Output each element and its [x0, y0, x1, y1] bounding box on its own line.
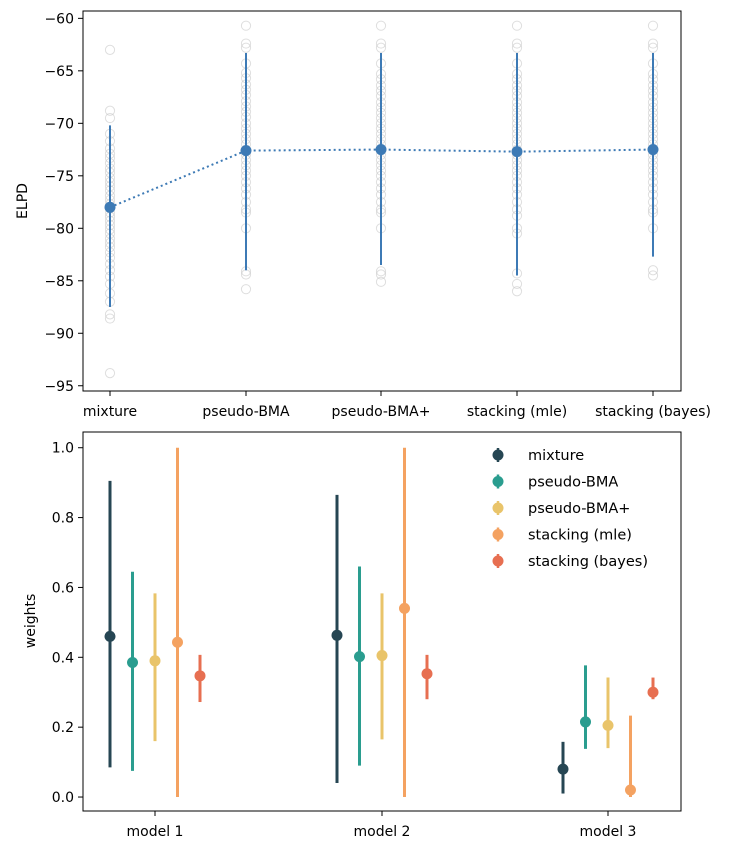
- weights-x-axis: model 1 model 2 model 3: [127, 811, 637, 840]
- elpd-y-tick-label: −95: [44, 379, 74, 395]
- elpd-chart: −95 −90 −85 −80 −75 −70 −65 −60 mixture pseudo-B…: [15, 10, 711, 420]
- legend-marker: [492, 555, 504, 567]
- weights-point: [557, 763, 569, 775]
- elpd-sample-point: [375, 38, 387, 49]
- weights-point: [399, 602, 410, 614]
- elpd-x-tick-label: stacking (bayes): [595, 404, 711, 420]
- elpd-sample-point: [647, 38, 659, 49]
- weights-point: [149, 655, 161, 667]
- elpd-sample-point: [240, 38, 252, 49]
- elpd-x-tick-label: stacking (mle): [467, 404, 567, 420]
- weights-y-tick-label: 0.2: [52, 720, 74, 736]
- elpd-plot-frame: [82, 10, 682, 392]
- elpd-sample-point: [647, 265, 659, 276]
- legend-label: stacking (mle): [528, 528, 632, 544]
- legend-marker: [492, 449, 504, 461]
- weights-y-tick-label: 0.0: [52, 790, 74, 806]
- elpd-x-tick-label: pseudo-BMA+: [332, 404, 431, 420]
- elpd-x-axis: mixture pseudo-BMA pseudo-BMA+ stacking (ml…: [83, 391, 711, 420]
- elpd-y-tick-label: −70: [44, 116, 74, 132]
- elpd-y-tick-label: −65: [44, 64, 74, 80]
- weights-y-tick-label: 0.4: [52, 650, 74, 666]
- weights-y-tick-label: 0.6: [52, 580, 74, 596]
- elpd-sample-point: [104, 112, 116, 124]
- elpd-mean-point: [375, 144, 387, 156]
- weights-point: [354, 651, 365, 663]
- weights-point: [647, 686, 659, 698]
- elpd-sample-point: [104, 105, 116, 116]
- elpd-sample-point: [104, 44, 116, 55]
- elpd-x-tick-label: pseudo-BMA: [202, 404, 290, 420]
- weights-y-axis-label: weights: [23, 594, 39, 649]
- weights-point: [376, 650, 388, 662]
- weights-x-tick-label: model 1: [127, 824, 184, 840]
- legend-marker: [492, 529, 504, 540]
- elpd-x-tick-label: mixture: [83, 404, 137, 420]
- elpd-mean-point: [240, 145, 252, 157]
- elpd-y-axis: −95 −90 −85 −80 −75 −70 −65 −60: [44, 11, 83, 395]
- elpd-sample-point: [240, 42, 252, 53]
- elpd-mean-point: [104, 201, 116, 213]
- weights-x-tick-label: model 2: [354, 824, 411, 840]
- elpd-sample-point: [647, 20, 659, 31]
- weights-y-axis: 0.0 0.2 0.4 0.6 0.8 1.0: [52, 441, 83, 806]
- legend-label: mixture: [528, 448, 584, 464]
- elpd-sample-point: [647, 270, 659, 281]
- elpd-sample-point: [375, 269, 387, 280]
- elpd-sample-point: [104, 309, 116, 320]
- elpd-y-tick-label: −90: [44, 326, 74, 342]
- weights-point: [580, 716, 591, 728]
- elpd-sample-point: [375, 276, 387, 287]
- legend-label: pseudo-BMA+: [528, 501, 630, 517]
- weights-point: [172, 636, 183, 648]
- elpd-sample-point: [511, 42, 523, 53]
- weights-legend: mixture pseudo-BMA pseudo-BMA+ stacking (ml…: [492, 448, 648, 570]
- legend-label: stacking (bayes): [528, 554, 648, 570]
- weights-x-tick-label: model 3: [580, 824, 637, 840]
- weights-y-tick-label: 1.0: [52, 441, 74, 457]
- elpd-sample-point: [511, 38, 523, 49]
- elpd-sample-point: [511, 20, 523, 31]
- weights-y-tick-label: 0.8: [52, 511, 74, 527]
- weights-point: [602, 719, 614, 731]
- elpd-sample-point: [375, 20, 387, 31]
- elpd-sample-point: [375, 266, 387, 277]
- elpd-sample-point: [511, 278, 523, 290]
- weights-point: [625, 784, 636, 796]
- weights-chart: 0.0 0.2 0.4 0.6 0.8 1.0 model 1 model 2 model 3…: [23, 431, 682, 840]
- elpd-sample-point: [104, 313, 116, 324]
- elpd-sample-point: [240, 20, 252, 31]
- weights-point: [194, 670, 206, 682]
- weights-point: [331, 629, 343, 641]
- legend-label: pseudo-BMA: [528, 475, 618, 491]
- elpd-sample-point: [104, 368, 116, 379]
- elpd-sample-point: [511, 286, 523, 297]
- elpd-y-axis-label: ELPD: [15, 183, 31, 219]
- elpd-mean-points: [104, 144, 659, 213]
- elpd-sample-point: [375, 42, 387, 53]
- weights-point: [421, 668, 433, 680]
- elpd-y-tick-label: −75: [44, 169, 74, 185]
- elpd-sample-point: [240, 284, 252, 295]
- weights-point: [104, 630, 116, 642]
- elpd-y-tick-label: −80: [44, 221, 74, 237]
- elpd-sample-point: [647, 42, 659, 53]
- elpd-mean-point: [647, 144, 659, 156]
- legend-marker: [492, 476, 504, 487]
- elpd-y-tick-label: −60: [44, 11, 74, 27]
- weights-points: [104, 602, 659, 796]
- legend-marker: [492, 502, 504, 514]
- elpd-mean-point: [511, 146, 523, 158]
- weights-point: [127, 657, 138, 669]
- elpd-y-tick-label: −85: [44, 274, 74, 290]
